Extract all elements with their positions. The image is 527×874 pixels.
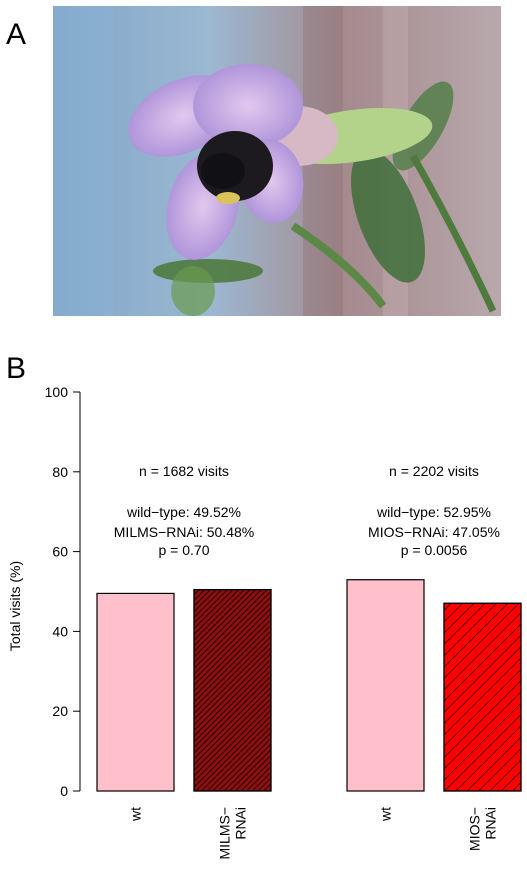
bar-wt: [346, 579, 425, 792]
flower-photo: [53, 6, 501, 316]
y-tick-label: 100: [45, 384, 69, 400]
annotation-text: n = 1682 visits: [139, 463, 229, 479]
panel-b-label: B: [6, 352, 27, 385]
x-tick-label: wt: [128, 807, 144, 822]
bar-wt: [96, 592, 175, 792]
y-tick-label: 20: [52, 703, 68, 719]
annotation-text: p = 0.70: [159, 542, 210, 558]
y-axis-label: Total visits (%): [7, 561, 23, 651]
x-tick-label: MIOS−: [467, 807, 483, 851]
annotation-text: n = 2202 visits: [389, 463, 479, 479]
y-tick-label: 40: [52, 623, 68, 639]
x-tick-label: MILMS−: [217, 807, 233, 860]
annotation-text: wild−type: 52.95%: [376, 504, 491, 520]
annotation-text: MILMS−RNAi: 50.48%: [114, 524, 254, 540]
bar-hatch: [193, 588, 272, 792]
x-tick-labels: wt MILMS− RNAi wt MIOS− RNAi: [128, 807, 499, 860]
y-tick-label: 0: [60, 783, 68, 799]
bar-hatch: [443, 602, 522, 792]
annotations: n = 1682 visits wild−type: 49.52% MILMS−RN…: [114, 463, 500, 558]
bar-chart: 0 20 40 60 80 100 Total visits (%) n = 1682 v…: [7, 384, 522, 860]
annotation-text: wild−type: 49.52%: [126, 504, 241, 520]
y-tick-label: 80: [52, 464, 68, 480]
x-tick-label: RNAi: [233, 807, 249, 840]
annotation-text: MIOS−RNAi: 47.05%: [368, 524, 500, 540]
y-tick-label: 60: [52, 544, 68, 560]
x-tick-label: RNAi: [483, 807, 499, 840]
annotation-text: p = 0.0056: [401, 542, 468, 558]
panel-a-label: A: [6, 18, 27, 51]
x-tick-label: wt: [378, 807, 394, 822]
y-axis: 0 20 40 60 80 100: [45, 384, 81, 799]
bars: [96, 579, 522, 792]
